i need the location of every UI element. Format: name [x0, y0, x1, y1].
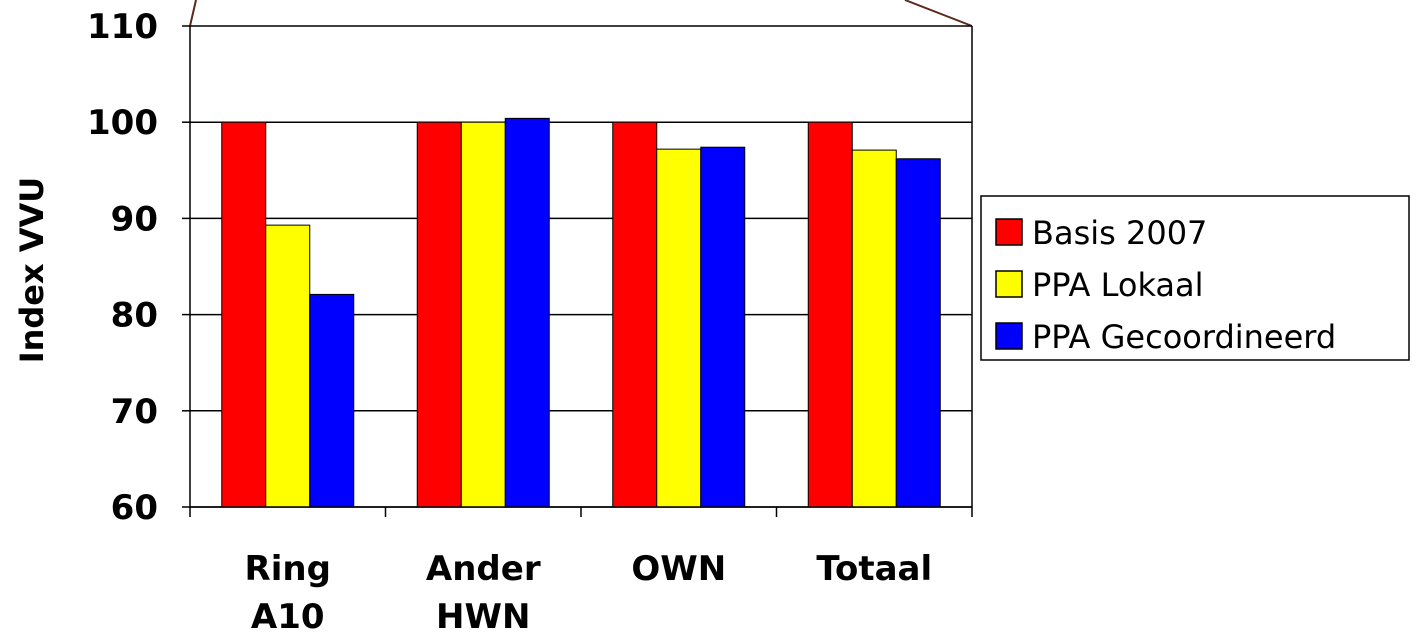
category-label: HWN [436, 597, 530, 634]
y-tick-labels: 60 70 80 90 100 110 [87, 7, 158, 528]
bar [265, 224, 311, 508]
legend-label: PPA Gecoordineerd [1032, 318, 1336, 356]
bar [807, 121, 853, 508]
callout-lines [189, 0, 973, 27]
legend-swatch [995, 218, 1023, 246]
category-label: Ander [426, 549, 541, 589]
category-labels: Ring A10 Ander HWN OWN Totaal [245, 549, 933, 634]
y-axis-title: Index VVU [13, 177, 51, 364]
bar [309, 293, 355, 508]
y-tick-label: 80 [111, 296, 158, 336]
category-label: A10 [251, 597, 325, 634]
legend-label: PPA Lokaal [1032, 266, 1204, 304]
callout-line-left [189, 0, 197, 27]
y-tick-label: 70 [111, 392, 158, 432]
legend: Basis 2007 PPA Lokaal PPA Gecoordineerd [980, 195, 1410, 361]
callout-line-right [904, 0, 973, 27]
bar [895, 158, 941, 508]
bar [221, 121, 267, 508]
category-label: Ring [245, 549, 331, 589]
legend-swatch [995, 322, 1023, 350]
legend-swatch [995, 270, 1023, 298]
legend-box [980, 195, 1410, 361]
y-tick-label: 110 [87, 7, 158, 47]
bar [700, 146, 746, 508]
y-tick-label: 90 [111, 199, 158, 239]
bar [612, 121, 658, 508]
axes [182, 25, 973, 517]
bar [851, 149, 897, 508]
bar [460, 121, 506, 508]
bars [221, 117, 941, 508]
bar [504, 117, 550, 508]
bar [416, 121, 462, 508]
y-tick-label: 60 [111, 488, 158, 528]
bar [656, 148, 702, 508]
legend-label: Basis 2007 [1032, 214, 1207, 252]
y-tick-label: 100 [87, 103, 158, 143]
category-label: Totaal [816, 549, 932, 589]
category-label: OWN [631, 549, 726, 589]
